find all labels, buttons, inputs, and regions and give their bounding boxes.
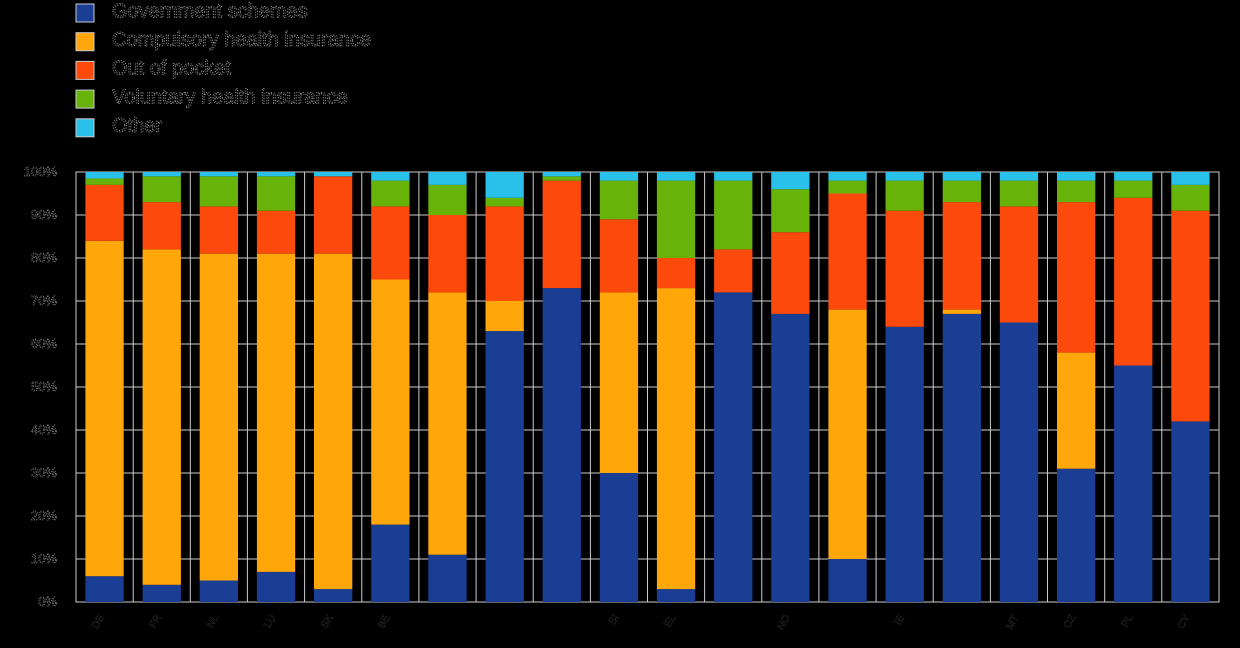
- svg-text:Compulsory health insurance: Compulsory health insurance: [112, 29, 371, 51]
- svg-text:Out of pocket: Out of pocket: [112, 58, 231, 80]
- svg-text:50%: 50%: [31, 379, 57, 394]
- svg-text:60%: 60%: [31, 336, 57, 351]
- svg-text:20%: 20%: [31, 508, 57, 523]
- svg-text:10%: 10%: [31, 551, 57, 566]
- svg-text:Other: Other: [112, 115, 162, 137]
- svg-text:80%: 80%: [31, 250, 57, 265]
- svg-text:0%: 0%: [38, 594, 57, 609]
- svg-text:Voluntary health insurance: Voluntary health insurance: [112, 86, 348, 108]
- svg-text:40%: 40%: [31, 422, 57, 437]
- svg-text:100%: 100%: [24, 164, 58, 179]
- svg-text:90%: 90%: [31, 207, 57, 222]
- svg-text:70%: 70%: [31, 293, 57, 308]
- svg-text:Government schemes: Government schemes: [112, 0, 308, 22]
- svg-text:30%: 30%: [31, 465, 57, 480]
